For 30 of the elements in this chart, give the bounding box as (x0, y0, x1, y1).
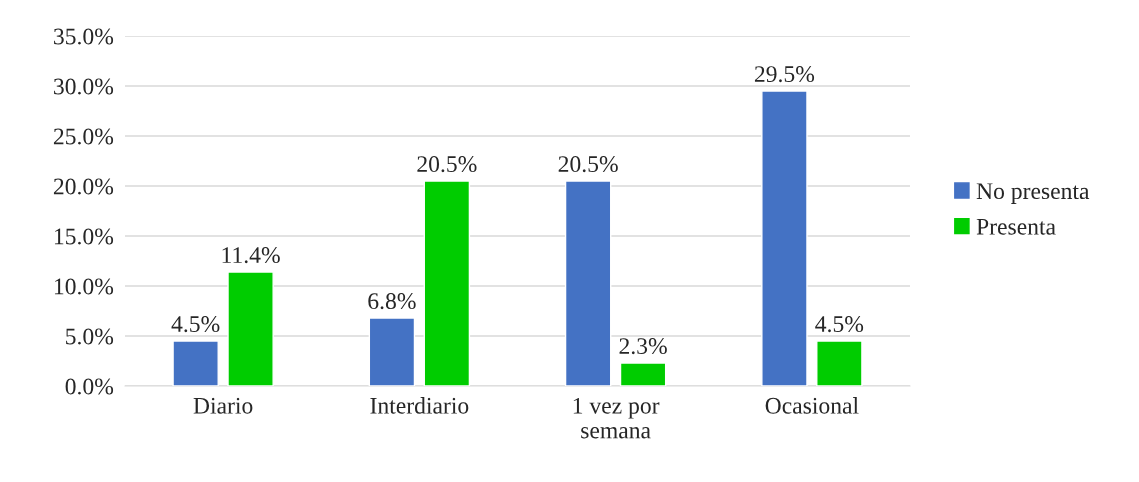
data-label: 20.5% (558, 156, 618, 173)
y-tick-label: 15.0% (54, 228, 114, 245)
y-tick-label: 25.0% (53, 128, 114, 145)
bar (816, 340, 863, 386)
y-tick-label: 35.0% (54, 28, 114, 45)
y-tick-label: 10.0% (54, 278, 114, 295)
x-tick-label: 1 vez por semana (573, 397, 660, 439)
y-tick-label: 0.0% (65, 378, 114, 395)
y-tick-label: 30.0% (54, 78, 114, 95)
bar (368, 317, 416, 386)
x-tick-label: Ocasional (765, 397, 859, 414)
x-tick-label: Diario (193, 397, 253, 414)
bar (761, 90, 808, 386)
data-label: 2.3% (619, 338, 667, 355)
data-label: 4.5% (171, 316, 220, 333)
bar (619, 362, 667, 386)
bar (172, 340, 219, 386)
y-tick-label: 20.0% (53, 178, 114, 195)
bar (227, 271, 274, 386)
bar (564, 180, 612, 386)
data-label: 20.5% (417, 156, 477, 173)
data-label: 6.8% (368, 293, 416, 310)
y-tick-label: 5.0% (66, 328, 114, 345)
data-label: 29.5% (754, 66, 815, 83)
data-label: 11.4% (222, 247, 280, 264)
legend-label: No presenta (976, 183, 1090, 204)
legend-label: Presenta (976, 219, 1056, 235)
x-tick-label: Interdiario (370, 397, 469, 414)
data-label: 4.5% (815, 316, 864, 333)
bar (423, 180, 471, 386)
